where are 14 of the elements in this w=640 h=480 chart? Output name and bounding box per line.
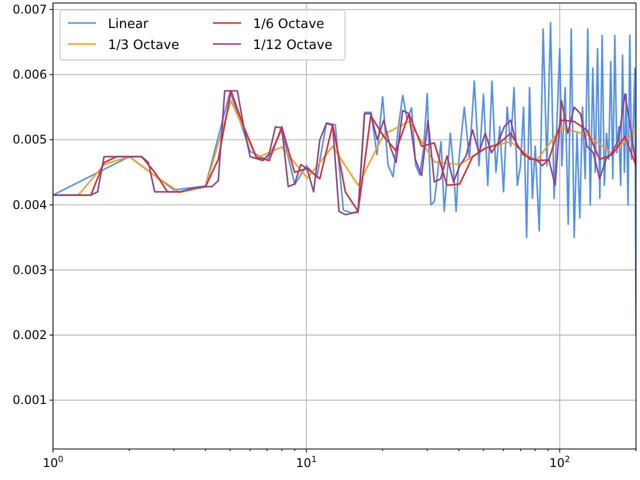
y-tick-label: 0.004 xyxy=(12,198,47,212)
legend-label: 1/6 Octave xyxy=(253,17,324,32)
y-tick-label: 0.005 xyxy=(12,132,47,147)
x-tick-label: 10$^{2}$ xyxy=(549,454,570,470)
y-tick-label: 0.007 xyxy=(12,2,47,17)
y-tick-label: 0.003 xyxy=(12,262,47,277)
y-tick-label: 0.006 xyxy=(12,68,47,82)
legend-label: 1/12 Octave xyxy=(253,38,332,53)
y-tick-label: 0.001 xyxy=(12,393,47,408)
x-tick-label: 10$^{1}$ xyxy=(296,454,317,470)
legend-label: Linear xyxy=(108,17,150,32)
y-tick-label: 0.002 xyxy=(12,328,47,342)
legend-label: 1/3 Octave xyxy=(108,38,180,53)
x-tick-label: 10$^{0}$ xyxy=(42,454,64,470)
